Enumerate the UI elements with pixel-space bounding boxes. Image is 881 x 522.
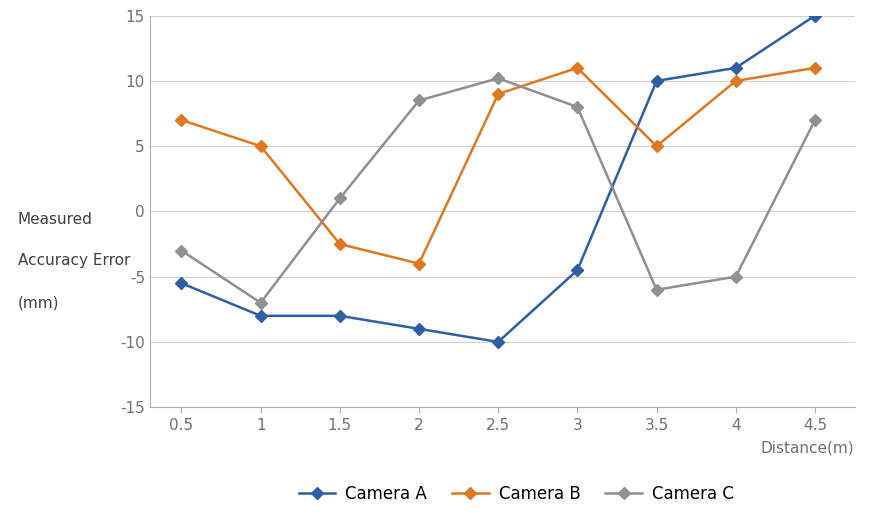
Camera A <box>176 280 187 286</box>
Camera C <box>493 75 504 81</box>
Legend: Camera A, Camera B, Camera C: Camera A, Camera B, Camera C <box>292 478 741 509</box>
Camera A <box>414 326 425 332</box>
Text: Accuracy Error: Accuracy Error <box>18 254 130 268</box>
Camera C <box>335 195 345 201</box>
Camera A <box>810 13 820 19</box>
Camera C <box>176 247 187 254</box>
Camera B <box>810 65 820 71</box>
Camera B <box>651 143 662 149</box>
Line: Camera B: Camera B <box>177 64 819 268</box>
Line: Camera C: Camera C <box>177 74 819 307</box>
Camera C <box>414 98 425 104</box>
Camera B <box>730 78 741 84</box>
Camera C <box>255 300 266 306</box>
Camera B <box>335 241 345 247</box>
Camera A <box>255 313 266 319</box>
Camera A <box>493 339 504 345</box>
Camera A <box>730 65 741 71</box>
X-axis label: Distance(m): Distance(m) <box>761 441 855 456</box>
Camera B <box>176 117 187 123</box>
Camera B <box>414 260 425 267</box>
Camera C <box>730 274 741 280</box>
Camera B <box>255 143 266 149</box>
Text: (mm): (mm) <box>18 295 59 310</box>
Camera B <box>572 65 582 71</box>
Camera C <box>810 117 820 123</box>
Camera B <box>493 91 504 97</box>
Camera C <box>651 287 662 293</box>
Text: Measured: Measured <box>18 212 93 227</box>
Camera A <box>572 267 582 274</box>
Camera A <box>335 313 345 319</box>
Camera A <box>651 78 662 84</box>
Line: Camera A: Camera A <box>177 11 819 346</box>
Camera C <box>572 104 582 110</box>
